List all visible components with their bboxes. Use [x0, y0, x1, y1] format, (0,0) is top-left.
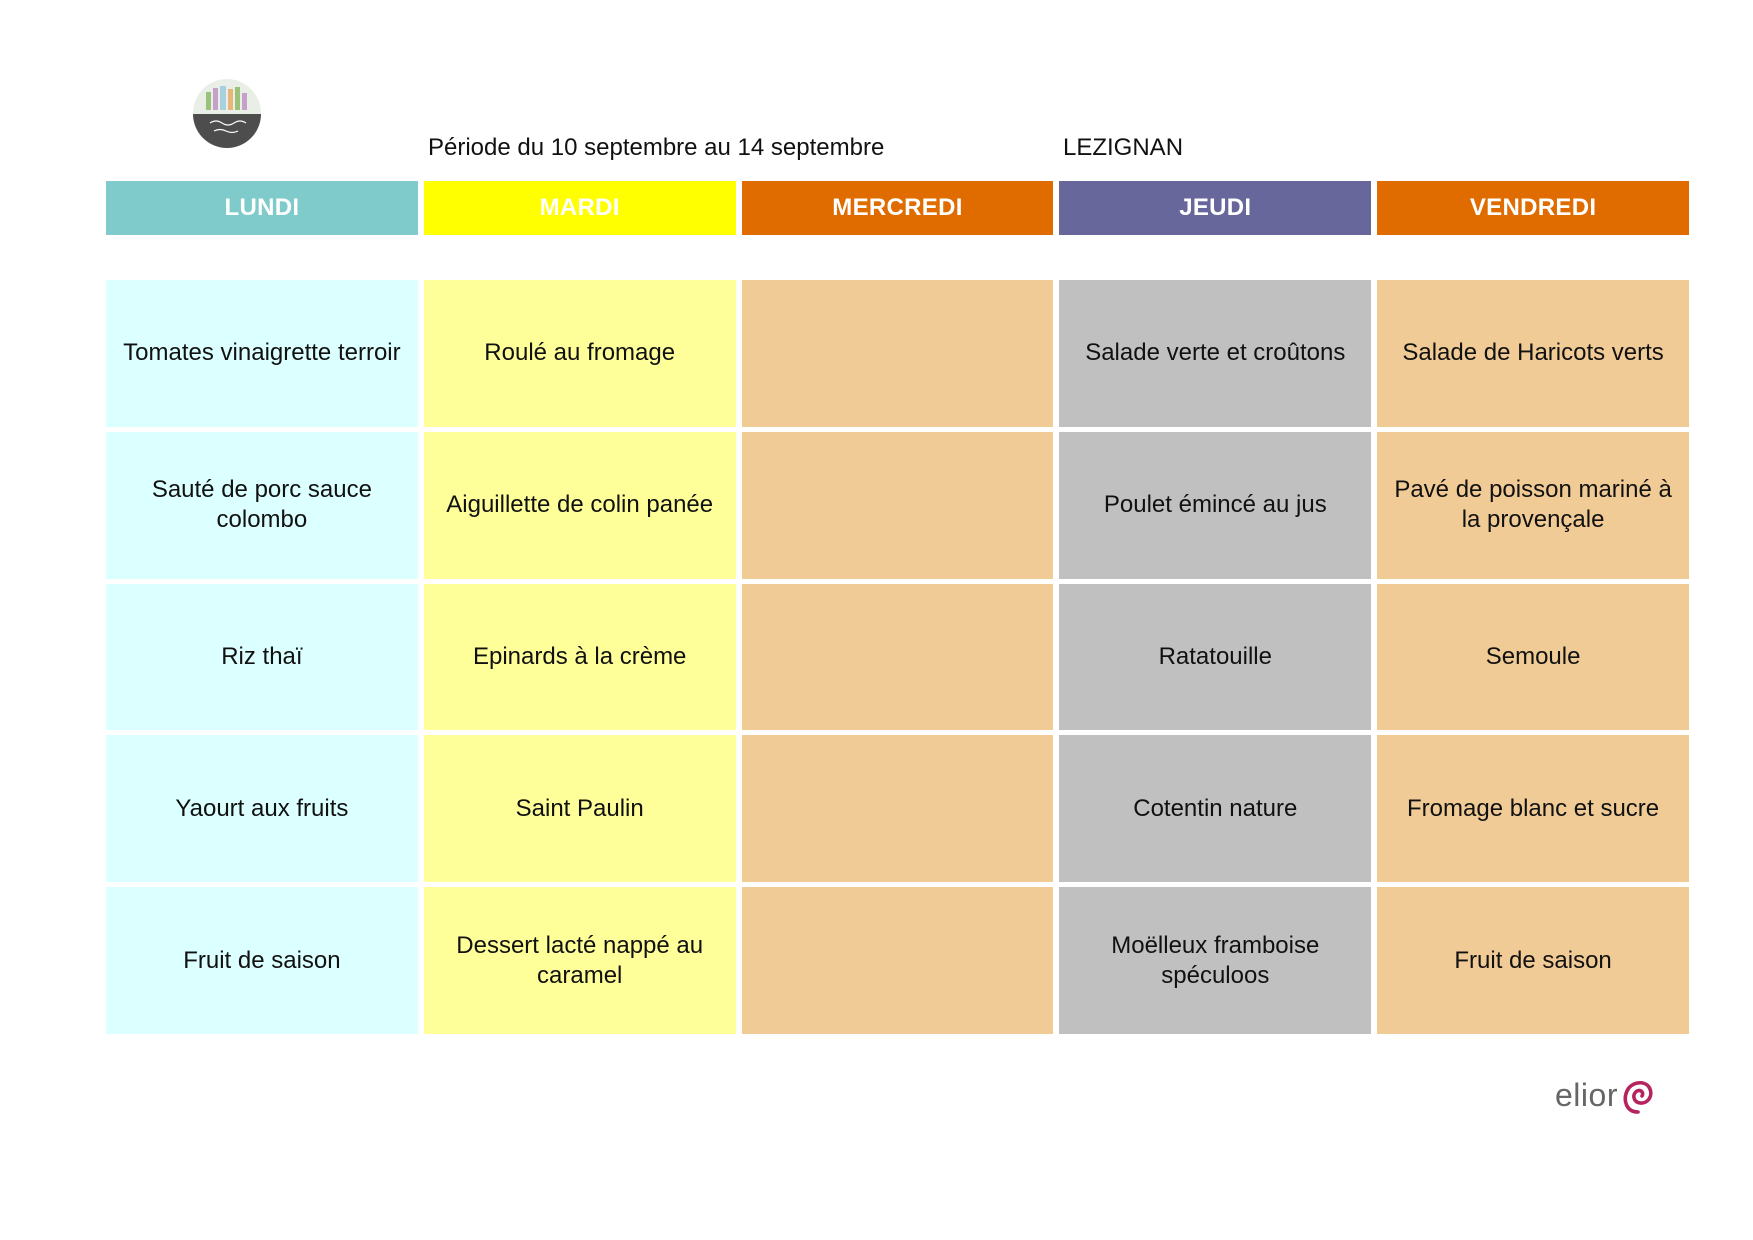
menu-cell-vendredi-dessert: Fruit de saison — [1377, 887, 1689, 1034]
day-header-vendredi: VENDREDI — [1377, 181, 1689, 235]
day-header-row: LUNDI MARDI MERCREDI JEUDI VENDREDI — [106, 181, 1689, 235]
menu-cell-jeudi-fromage: Cotentin nature — [1059, 735, 1372, 883]
elior-swirl-logo-icon — [1623, 1081, 1653, 1114]
menu-cell-mercredi-dessert — [741, 887, 1054, 1034]
menu-cell-mercredi-entree — [741, 280, 1054, 427]
menu-grid: Tomates vinaigrette terroir Sauté de por… — [106, 280, 1689, 1034]
menu-cell-mercredi-accompagnement — [741, 583, 1054, 731]
menu-cell-lundi-accompagnement: Riz thaï — [106, 583, 418, 731]
menu-cell-vendredi-entree: Salade de Haricots verts — [1377, 280, 1689, 427]
menu-cell-vendredi-accompagnement: Semoule — [1377, 583, 1689, 731]
menu-cell-lundi-plat: Sauté de porc sauce colombo — [106, 431, 418, 579]
location-text: LEZIGNAN — [1063, 134, 1184, 161]
day-header-mercredi: MERCREDI — [741, 181, 1054, 235]
menu-cell-lundi-fromage: Yaourt aux fruits — [106, 735, 418, 883]
elior-logo: elior — [1555, 1070, 1675, 1120]
menu-cell-mardi-dessert: Dessert lacté nappé au caramel — [423, 887, 736, 1034]
menu-cell-mercredi-fromage — [741, 735, 1054, 883]
menu-cell-vendredi-fromage: Fromage blanc et sucre — [1377, 735, 1689, 883]
day-header-jeudi: JEUDI — [1059, 181, 1372, 235]
period-text: Période du 10 septembre au 14 septembre — [428, 134, 885, 161]
vegetable-basket-round-logo-icon — [193, 79, 261, 148]
menu-cell-vendredi-plat: Pavé de poisson mariné à la provençale — [1377, 431, 1689, 579]
day-header-lundi: LUNDI — [106, 181, 418, 235]
menu-cell-mardi-plat: Aiguillette de colin panée — [423, 431, 736, 579]
menu-cell-jeudi-entree: Salade verte et croûtons — [1059, 280, 1372, 427]
elior-logo-text: elior — [1555, 1076, 1618, 1113]
menu-cell-mardi-fromage: Saint Paulin — [423, 735, 736, 883]
menu-cell-jeudi-accompagnement: Ratatouille — [1059, 583, 1372, 731]
menu-cell-mardi-accompagnement: Epinards à la crème — [423, 583, 736, 731]
day-header-mardi: MARDI — [423, 181, 736, 235]
menu-cell-mardi-entree: Roulé au fromage — [423, 280, 736, 427]
restaurant-logo — [192, 78, 262, 148]
menu-cell-lundi-entree: Tomates vinaigrette terroir — [106, 280, 418, 427]
menu-cell-mercredi-plat — [741, 431, 1054, 579]
menu-cell-lundi-dessert: Fruit de saison — [106, 887, 418, 1034]
menu-cell-jeudi-dessert: Moëlleux framboise spéculoos — [1059, 887, 1372, 1034]
menu-cell-jeudi-plat: Poulet émincé au jus — [1059, 431, 1372, 579]
